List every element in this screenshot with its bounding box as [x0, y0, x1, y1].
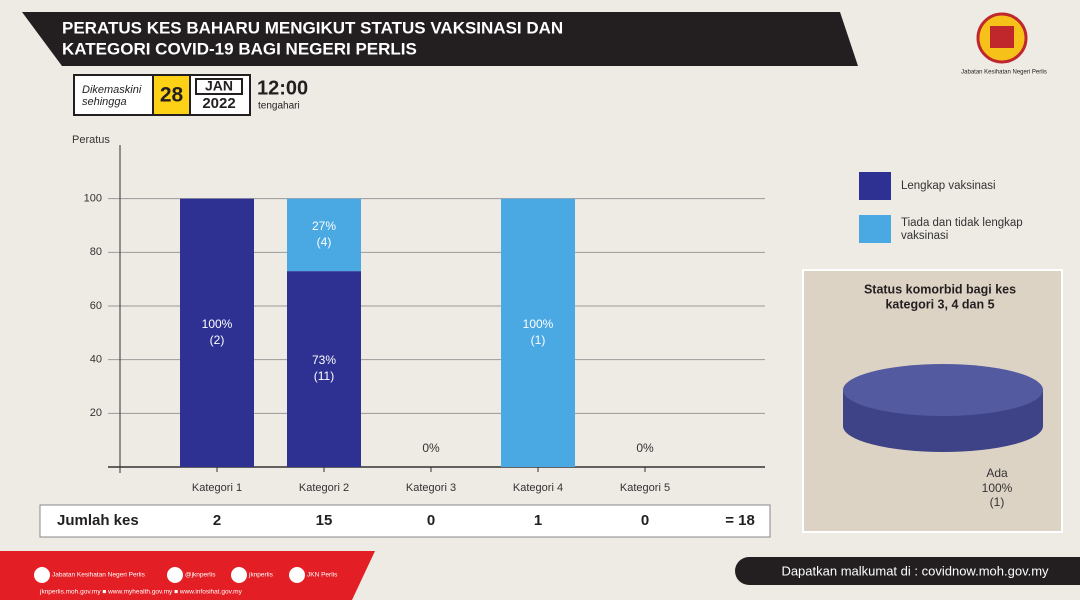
- logo: [976, 12, 1028, 64]
- y-tick-label: 40: [90, 354, 102, 366]
- footer-social: @jknperlis: [185, 572, 216, 579]
- twitter-icon: [167, 567, 183, 583]
- total-value: 0: [427, 512, 435, 529]
- legend-label: Lengkap vaksinasi: [901, 180, 996, 192]
- total-value: 0: [641, 512, 649, 529]
- facebook-icon: [34, 567, 50, 583]
- footer-social: Jabatan Kesihatan Negeri Perlis: [52, 572, 146, 579]
- total-value: 15: [316, 512, 333, 529]
- date-updated: sehingga: [82, 96, 127, 108]
- x-tick-label: Kategori 5: [620, 482, 670, 494]
- count-label: (1): [531, 333, 546, 347]
- bar-segment: [287, 198, 361, 272]
- count-label: (2): [210, 333, 225, 347]
- title-line: PERATUS KES BAHARU MENGIKUT STATUS VAKSI…: [62, 18, 563, 37]
- pie-category: Ada: [986, 466, 1008, 480]
- count-label: (11): [314, 369, 334, 383]
- info-text: Dapatkan malkumat di : covidnow.moh.gov.…: [781, 563, 1049, 578]
- legend-label: Tiada dan tidak lengkap vaksinasi: [901, 217, 1023, 242]
- youtube-icon: [289, 567, 305, 583]
- footer-banner: [0, 551, 375, 600]
- y-tick-label: 60: [90, 300, 102, 312]
- logo-caption: Jabatan Kesihatan Negeri Perlis: [961, 70, 1047, 76]
- total-row: [39, 504, 771, 538]
- date-updated: Dikemaskini: [82, 84, 142, 96]
- time: 12:00: [257, 77, 308, 99]
- footer-social: jknperlis: [248, 572, 274, 579]
- bar-chart: 20 40 60 80 100 Kategori 1 100% (2) Kategori 2 73…: [84, 145, 1023, 494]
- count-label: (4): [317, 235, 332, 249]
- x-tick-label: Kategori 3: [406, 482, 456, 494]
- bar-segment: [180, 198, 254, 467]
- footer-links: jknperlis.moh.gov.my ■ www.myhealth.gov.…: [39, 589, 243, 596]
- total-value: 1: [534, 512, 542, 529]
- header-banner: [22, 12, 858, 66]
- bar-segment: [287, 271, 361, 467]
- y-axis-label: Peratus: [72, 134, 110, 146]
- data-label: 27%: [312, 219, 336, 233]
- pie-count-label: (1): [990, 495, 1005, 509]
- data-label: 0%: [422, 441, 440, 455]
- total-label: Jumlah kes: [57, 512, 139, 529]
- x-tick-label: Kategori 1: [192, 482, 242, 494]
- pie-title: kategori 3, 4 dan 5: [885, 297, 994, 311]
- pie-value-label: 100%: [982, 481, 1013, 495]
- pie-slice: [843, 364, 1043, 416]
- pie-title: Status komorbid bagi kes: [864, 282, 1016, 296]
- title-line: KATEGORI COVID-19 BAGI NEGERI PERLIS: [62, 39, 417, 58]
- info-pill: [735, 557, 1080, 585]
- total-values: 2 15 0 1 0: [213, 512, 649, 529]
- time-note: tengahari: [258, 101, 300, 112]
- day-box: [152, 74, 191, 116]
- data-label: 100%: [523, 317, 554, 331]
- data-label: 73%: [312, 353, 336, 367]
- month-box: [195, 78, 243, 95]
- data-label: 100%: [202, 317, 233, 331]
- legend-swatch: [859, 215, 891, 243]
- date-day: 28: [160, 84, 184, 107]
- y-tick-label: 20: [90, 407, 102, 419]
- date-month: JAN: [205, 78, 233, 94]
- footer-social: JKN Perlis: [307, 572, 338, 579]
- y-tick-label: 100: [84, 193, 102, 205]
- bar-segment: [501, 198, 575, 467]
- x-tick-label: Kategori 4: [513, 482, 563, 494]
- legend-swatch: [859, 172, 891, 200]
- data-label: 0%: [636, 441, 654, 455]
- x-tick-label: Kategori 2: [299, 482, 349, 494]
- date-year: 2022: [202, 95, 235, 112]
- instagram-icon: [231, 567, 247, 583]
- total-sum: = 18: [725, 512, 755, 529]
- logo-shield: [990, 26, 1014, 48]
- footer-icons: [34, 567, 305, 583]
- total-value: 2: [213, 512, 221, 529]
- y-tick-label: 80: [90, 246, 102, 258]
